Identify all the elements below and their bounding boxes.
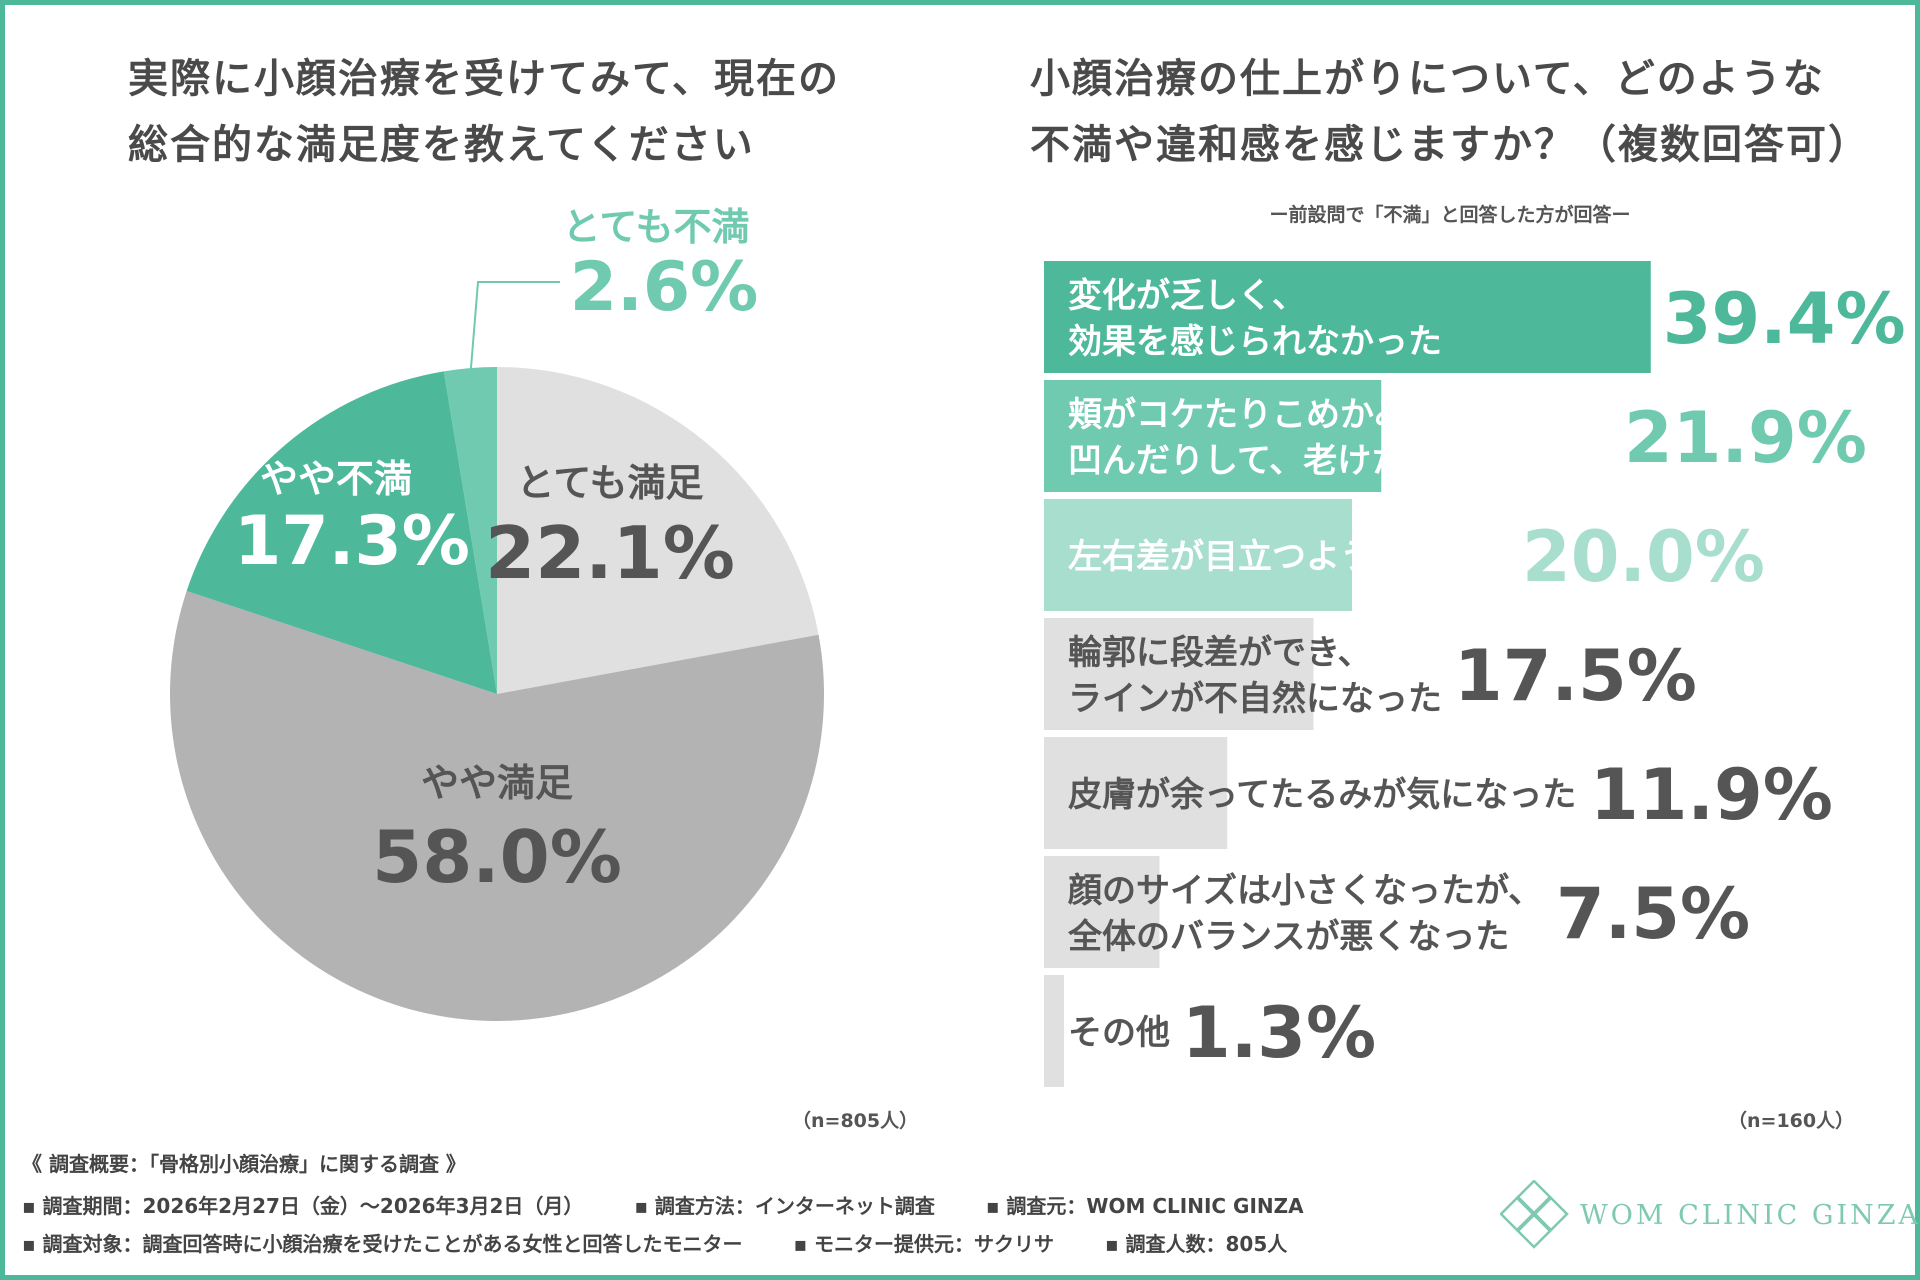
bar-value-label: 1.3% <box>1182 992 1376 1074</box>
pie-slice <box>186 371 497 694</box>
pie-slice-label: やや不満 <box>260 457 412 501</box>
bar-value-label: 11.9% <box>1590 754 1833 836</box>
pie-slice-value: 58.0% <box>372 815 622 899</box>
bar-chart-title: 小顔治療の仕上がりについて、どのような 不満や違和感を感じますか？（複数回答可） <box>1030 46 1890 178</box>
survey-summary-line1: ▪ 調査期間：2026年2月27日（金）～2026年3月2日（月） ▪ 調査方法… <box>22 1190 1348 1219</box>
bar-category-label: 効果を感じられなかった <box>1068 322 1442 362</box>
bar-category-label: ラインが不自然になった <box>1068 679 1442 719</box>
bar-category-label: 変化が乏しく、 <box>1068 276 1306 316</box>
survey-target: ▪ 調査対象：調査回答時に小顔治療を受けたことがある女性と回答したモニター <box>22 1232 743 1256</box>
survey-period: ▪ 調査期間：2026年2月27日（金）～2026年3月2日（月） <box>22 1194 584 1218</box>
bar <box>1044 380 1382 492</box>
bar-sample-size: （n=160人） <box>1728 1110 1855 1132</box>
pie-slice <box>443 367 497 694</box>
pie-sample-size: （n=805人） <box>792 1110 919 1132</box>
pie-slice <box>170 590 824 1021</box>
bar-value-label: 20.0% <box>1522 516 1765 598</box>
bar-category-label: 顔のサイズは小さくなったが、 <box>1068 871 1542 911</box>
clinic-logo-mark-icon <box>1500 1180 1569 1249</box>
survey-method: ▪ 調査方法：インターネット調査 <box>634 1194 935 1218</box>
pie-slice-value: 17.3% <box>234 502 470 581</box>
bar-value-label: 21.9% <box>1624 397 1867 479</box>
bar-category-label: その他 <box>1068 1013 1170 1053</box>
bar <box>1044 975 1065 1087</box>
bar-value-label: 39.4% <box>1663 278 1906 360</box>
bar-title-line1: 小顔治療の仕上がりについて、どのような <box>1030 56 1825 102</box>
pie-slice-label: やや満足 <box>421 761 573 805</box>
bar-category-label: 全体のバランスが悪くなった <box>1067 917 1509 957</box>
pie-chart-title: 実際に小顔治療を受けてみて、現在の 総合的な満足度を教えてください <box>128 46 888 178</box>
bar <box>1044 737 1228 849</box>
bar <box>1044 856 1160 968</box>
bar-category-label: 凹んだりして、老けた印象になった <box>1068 441 1609 481</box>
bar-chart-subnote: ー前設問で「不満」と回答した方が回答ー <box>1269 204 1631 226</box>
bar-title-line2: 不満や違和感を感じますか？（複数回答可） <box>1030 122 1870 168</box>
survey-summary-line2: ▪ 調査対象：調査回答時に小顔治療を受けたことがある女性と回答したモニター ▪ … <box>22 1228 1331 1257</box>
bar-value-label: 7.5% <box>1556 873 1750 955</box>
clinic-logo: WOM CLINIC GINZA <box>1500 1180 1918 1250</box>
bar <box>1044 499 1352 611</box>
pie-slice-label: とても満足 <box>517 461 704 505</box>
pie-slice-value: 22.1% <box>485 511 735 595</box>
clinic-logo-text: WOM CLINIC GINZA <box>1580 1200 1920 1231</box>
bar-category-label: 皮膚が余ってたるみが気になった <box>1068 775 1576 815</box>
pie-slice-label: とても不満 <box>563 205 750 249</box>
bar <box>1044 618 1314 730</box>
pie-slice <box>497 367 819 694</box>
survey-provider: ▪ モニター提供元：サクリサ <box>793 1232 1055 1256</box>
bar <box>1044 261 1651 373</box>
survey-count: ▪ 調査人数：805人 <box>1105 1232 1288 1256</box>
bar-category-label: 輪郭に段差ができ、 <box>1068 633 1372 673</box>
bar-category-label: 頬がコケたりこめかみが <box>1068 395 1442 435</box>
pie-title-line1: 実際に小顔治療を受けてみて、現在の <box>128 56 840 102</box>
bar-chart: 変化が乏しく、効果を感じられなかった 39.4% 頬がコケたりこめかみが凹んだりして… <box>1044 261 1906 1087</box>
survey-summary-heading: 《 調査概要：「骨格別小顔治療」に関する調査 》 <box>22 1152 466 1176</box>
bar-value-label: 17.5% <box>1454 635 1697 717</box>
pie-slice-value: 2.6% <box>570 248 759 327</box>
survey-source: ▪ 調査元：WOM CLINIC GINZA <box>985 1194 1304 1218</box>
pie-callout-line <box>469 281 560 373</box>
bar-category-label: 左右差が目立つようになった <box>1068 537 1510 577</box>
pie-title-line2: 総合的な満足度を教えてください <box>128 122 755 168</box>
